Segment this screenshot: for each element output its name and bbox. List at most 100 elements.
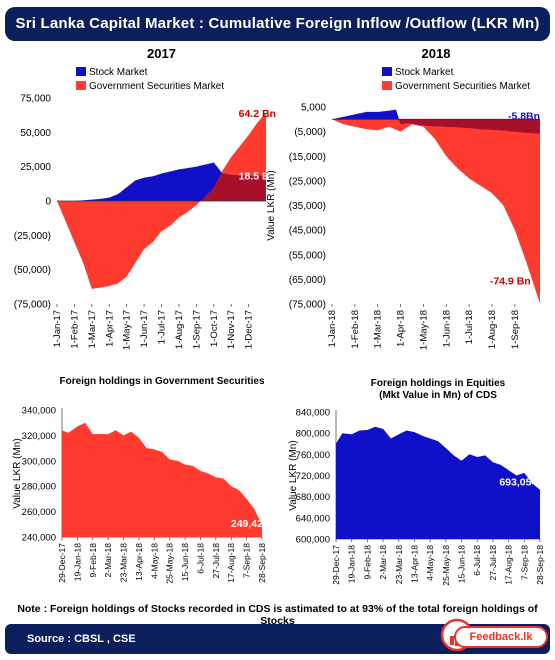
y-tick-label: 800,000 [296,429,330,440]
x-tick-label: 19-Jan-18 [347,545,357,584]
x-tick-label: 1-Jul-18 [464,310,475,344]
y-tick-label: (15,000) [289,152,326,163]
x-tick-label: 29-Dec-17 [57,543,67,583]
series-area-government-securities [332,119,540,304]
x-tick-label: 1-Mar-18 [373,310,384,349]
x-tick-label: 1-Jul-17 [157,310,168,344]
x-tick-label: 6-Jul-18 [472,545,482,576]
y-tick-label: (75,000) [289,300,326,311]
x-tick-label: 6-Jul-18 [195,543,205,574]
y-axis-label: Value LKR (Mn) [288,440,299,510]
x-tick-label: 23-Mar-18 [119,543,129,582]
y-tick-label: 320,000 [22,431,56,442]
x-tick-label: 27-Jul-18 [211,543,221,579]
x-tick-label: 28-Sep-18 [535,545,545,585]
page-title: Sri Lanka Capital Market : Cumulative Fo… [15,15,540,32]
x-tick-label: 27-Jul-18 [488,545,498,581]
data-label: -5.8Bn [508,111,540,123]
y-tick-label: 300,000 [22,456,56,467]
chart-title: Foreign holdings in Equities [371,378,506,389]
y-tick-label: (50,000) [14,265,51,276]
series-area-overlap [57,172,266,201]
legend-swatch-stock [76,67,86,76]
y-tick-label: (45,000) [289,226,326,237]
x-tick-label: 25-May-18 [165,543,175,584]
x-tick-label: 1-Nov-17 [226,310,237,349]
y-tick-label: (35,000) [289,201,326,212]
x-tick-label: 2-Mar-18 [103,543,113,578]
y-tick-label: 260,000 [22,507,56,518]
logo-text: Feedback.lk [454,626,548,648]
y-tick-label: 680,000 [296,492,330,503]
x-tick-label: 9-Feb-18 [88,543,98,578]
x-tick-label: 28-Sep-18 [257,543,267,583]
x-tick-label: 1-May-18 [418,310,429,350]
x-tick-label: 15-Jun-18 [457,545,467,584]
chart-1: 2017 75,000 50,000 25,000 0 (25,000) (50,000) (… [14,46,276,350]
y-tick-label: 280,000 [22,482,56,493]
y-tick-label: 5,000 [301,103,326,114]
data-label: 18.5 Bn [239,171,276,183]
y-tick-label: 600,000 [296,535,330,546]
x-tick-label: 1-Aug-17 [174,310,185,349]
x-tick-label: 1-Sep-17 [191,310,202,349]
x-tick-label: 13-Apr-18 [409,545,419,583]
x-tick-label: 7-Sep-18 [242,543,252,578]
x-tick-label: 1-Sep-18 [510,310,521,349]
y-tick-label: 75,000 [20,94,51,105]
chart-3: Foreign holdings in Government Securitie… [12,376,269,584]
x-tick-label: 23-Mar-18 [394,545,404,584]
source-label: Source : CBSL , CSE [27,633,136,645]
x-tick-label: 4-May-18 [149,543,159,579]
chart-title: (Mkt Value in Mn) of CDS [379,390,497,401]
y-axis-label: Value LKR (Mn) [12,438,23,508]
data-label: 64.2 Bn [239,108,276,120]
legend-label-gov: Government Securities Market [395,81,530,92]
legend-label-gov: Government Securities Market [89,81,224,92]
legend-label-stock: Stock Market [89,67,148,78]
x-tick-label: 1-Jun-17 [139,310,150,348]
y-tick-label: 50,000 [20,128,51,139]
x-tick-label: 2-Mar-18 [378,545,388,580]
y-axis-label: Value LKR (Mn) [266,170,277,240]
data-label: 249,424 [231,518,269,530]
x-tick-label: 1-Feb-17 [69,310,80,349]
header-banner: Sri Lanka Capital Market : Cumulative Fo… [5,7,550,41]
y-tick-label: (25,000) [14,231,51,242]
chart-4: Foreign holdings in Equities(Mkt Value i… [288,378,545,586]
data-label: -74.9 Bn [490,276,531,288]
feedback-logo: Feedback.lk [432,612,552,652]
legend-swatch-gov [382,81,392,90]
x-tick-label: 9-Feb-18 [362,545,372,580]
y-tick-label: 840,000 [296,408,330,419]
x-tick-label: 4-May-18 [425,545,435,581]
chart-title: Foreign holdings in Government Securitie… [59,376,264,387]
x-tick-label: 25-May-18 [441,545,451,586]
series-area-government-securities [57,112,266,289]
y-tick-label: 720,000 [296,471,330,482]
x-tick-label: 1-May-17 [122,310,133,350]
x-tick-label: 1-Jan-17 [52,310,63,348]
x-tick-label: 1-Jun-18 [441,310,452,348]
series-area-holdings [336,426,540,539]
x-tick-label: 1-Feb-18 [350,310,361,349]
x-tick-label: 15-Jun-18 [180,543,190,582]
y-tick-label: 25,000 [20,162,51,173]
series-area-overlap [332,119,540,134]
x-tick-label: 1-Apr-18 [396,310,407,347]
chart-2: 2018 5,000 (5,000) (15,000) (25,000) (35,000)… [266,46,540,350]
series-area-holdings [62,422,262,537]
x-tick-label: 19-Jan-18 [72,543,82,582]
y-tick-label: (65,000) [289,275,326,286]
y-tick-label: (75,000) [14,300,51,311]
chart-title: 2018 [422,46,451,61]
x-tick-label: 7-Sep-18 [519,545,529,580]
y-tick-label: (5,000) [294,127,326,138]
x-tick-label: 1-Apr-17 [104,310,115,347]
chart-title: 2017 [147,46,176,61]
x-tick-label: 1-Mar-17 [87,310,98,349]
charts-canvas: 2017 75,000 50,000 25,000 0 (25,000) (50,000) (… [12,46,545,586]
y-tick-label: (55,000) [289,250,326,261]
x-tick-label: 1-Dec-17 [244,310,255,349]
x-tick-label: 13-Apr-18 [134,543,144,581]
